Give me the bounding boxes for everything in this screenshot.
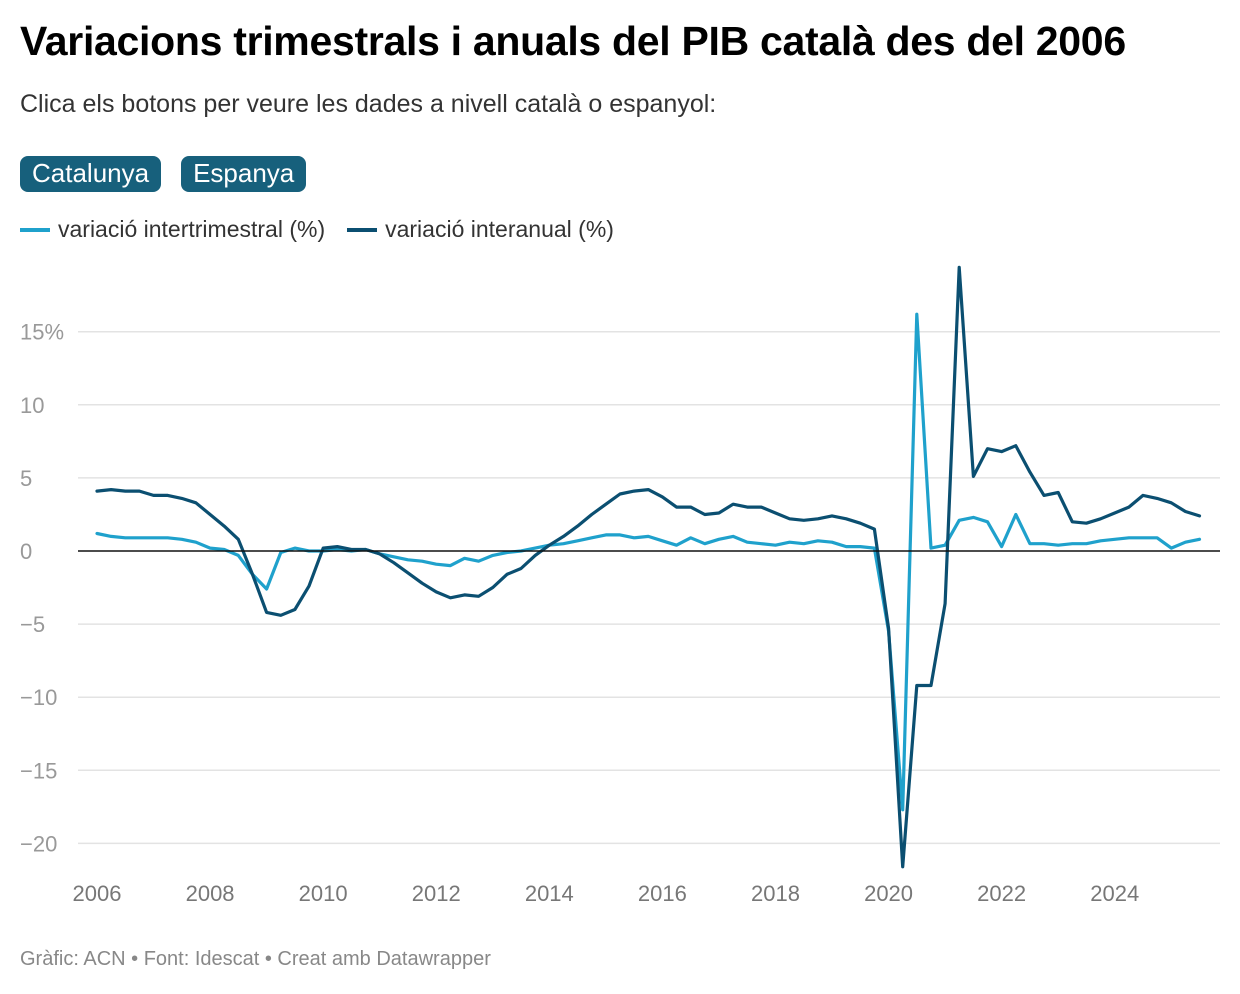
legend-label: variació interanual (%) [385, 216, 614, 242]
legend: variació intertrimestral (%) variació in… [20, 216, 614, 243]
legend-item-quarterly: variació intertrimestral (%) [20, 216, 325, 243]
x-tick-label: 2008 [186, 881, 235, 906]
page-title: Variacions trimestrals i anuals del PIB … [20, 18, 1126, 64]
x-tick-label: 2024 [1090, 881, 1139, 906]
x-tick-label: 2010 [299, 881, 348, 906]
x-tick-label: 2016 [638, 881, 687, 906]
series-line-annual [95, 265, 1202, 869]
espanya-button[interactable]: Espanya [181, 156, 307, 192]
x-tick-label: 2012 [412, 881, 461, 906]
footer-source: Gràfic: ACN • Font: Idescat • Creat amb … [20, 948, 491, 970]
y-tick-label: 10 [20, 393, 44, 418]
catalunya-button[interactable]: Catalunya [20, 156, 162, 192]
y-tick-label: 5 [20, 466, 32, 491]
x-tick-label: 2022 [977, 881, 1026, 906]
y-tick-label: −20 [20, 831, 57, 856]
subtitle: Clica els botons per veure les dades a n… [20, 90, 717, 118]
y-tick-label: 15% [20, 320, 64, 345]
legend-swatch-quarterly [20, 227, 50, 232]
series-line-quarterly [95, 312, 1202, 812]
x-tick-label: 2020 [864, 881, 913, 906]
y-tick-label: −10 [20, 685, 57, 710]
legend-swatch-annual [347, 227, 378, 232]
x-tick-label: 2018 [751, 881, 800, 906]
x-tick-label: 2014 [525, 881, 574, 906]
region-buttons: Catalunya Espanya [20, 156, 307, 192]
legend-label: variació intertrimestral (%) [58, 216, 326, 242]
y-tick-label: −5 [20, 612, 45, 637]
y-tick-label: 0 [20, 539, 32, 564]
legend-item-annual: variació interanual (%) [347, 216, 614, 243]
y-tick-label: −15 [20, 758, 57, 783]
x-tick-label: 2006 [73, 881, 122, 906]
